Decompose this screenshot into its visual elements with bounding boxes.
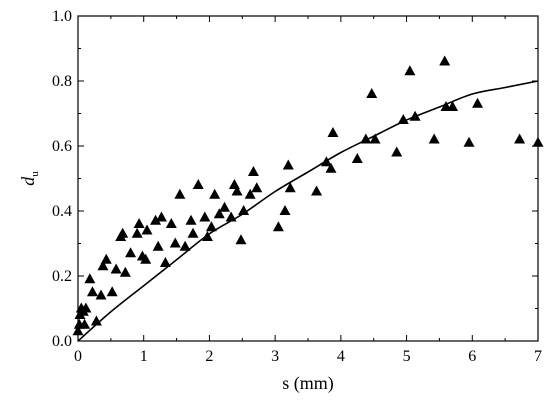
scatter-point [86, 286, 98, 297]
scatter-point [125, 247, 137, 258]
y-axis-label-subscript: u [29, 171, 41, 177]
scatter-point [327, 127, 339, 137]
scatter-point [95, 289, 107, 300]
scatter-point [244, 188, 256, 199]
scatter-point [251, 182, 263, 193]
scatter-point [187, 227, 199, 238]
scatter-point [79, 318, 91, 329]
x-tick-label: 7 [534, 348, 542, 365]
scatter-point [320, 156, 332, 167]
scatter-point [150, 214, 162, 225]
y-axis-label: du [18, 171, 41, 186]
scatter-point [235, 234, 247, 245]
scatter-point [219, 201, 231, 212]
scatter-point [179, 240, 191, 251]
scatter-point [225, 211, 237, 222]
scatter-point [119, 266, 131, 277]
scatter-point [174, 188, 186, 199]
scatter-point [97, 260, 109, 271]
scatter-point [272, 221, 284, 232]
scatter-point [90, 315, 102, 326]
scatter-point [165, 218, 177, 228]
scatter-point [110, 263, 122, 274]
x-tick-label: 5 [403, 348, 411, 365]
scatter-point [409, 110, 421, 121]
scatter-point [199, 211, 211, 222]
x-tick-labels: 0 1 2 3 4 5 6 7 [74, 348, 542, 365]
scatter-point [205, 221, 217, 232]
scatter-point [447, 101, 459, 111]
scatter-point [284, 182, 296, 193]
y-tick-label: 1.0 [52, 8, 72, 25]
scatter-point [366, 88, 378, 98]
plot-area [72, 15, 544, 342]
scatter-point [428, 133, 440, 144]
scatter-point [311, 185, 323, 196]
scatter-point [201, 231, 213, 241]
y-tick-label: 0.0 [52, 333, 72, 350]
scatter-point [325, 162, 337, 173]
x-tick-label: 2 [205, 348, 213, 365]
scatter-point [238, 205, 250, 215]
scatter-point [140, 253, 152, 264]
scatter-point [106, 286, 118, 297]
y-tick-label: 0.8 [52, 73, 72, 90]
scatter-point [192, 179, 204, 189]
scatter-point [169, 237, 181, 248]
scatter-point [131, 227, 143, 238]
x-tick-label: 1 [140, 348, 148, 365]
scatter-point [155, 211, 167, 222]
x-tick-label: 3 [271, 348, 279, 365]
scatter-markers [72, 55, 544, 336]
scatter-point [213, 208, 225, 219]
scatter-point [279, 205, 291, 215]
scatter-point [228, 179, 240, 189]
scatter-point [133, 218, 145, 228]
scatter-point [463, 136, 475, 147]
scatter-point [247, 166, 259, 176]
scatter-point [472, 97, 484, 108]
scatter-point [369, 133, 381, 144]
axis-ticks [77, 15, 539, 342]
scatter-point [185, 214, 197, 225]
scatter-point [514, 133, 526, 144]
scatter-point [231, 185, 243, 196]
y-tick-label: 0.4 [52, 203, 72, 220]
scatter-point [100, 253, 112, 264]
fit-curve [77, 80, 539, 342]
scatter-point [351, 153, 363, 163]
scatter-point [391, 146, 403, 157]
scatter-point [404, 65, 416, 76]
y-axis-label-main: d [18, 176, 38, 186]
y-tick-label: 0.2 [52, 268, 72, 285]
x-tick-label: 0 [74, 348, 82, 365]
scatter-point [360, 133, 372, 144]
scatter-point [209, 188, 221, 199]
x-tick-label: 6 [468, 348, 476, 365]
scatter-point [397, 114, 409, 124]
scatter-point [117, 227, 129, 238]
scatter-point [80, 302, 92, 313]
scatter-point [152, 240, 164, 251]
scatter-point [159, 257, 171, 267]
x-tick-label: 4 [337, 348, 345, 365]
x-axis-label: s (mm) [282, 373, 334, 394]
scatter-point [439, 55, 451, 66]
scatter-point [141, 224, 153, 235]
scatter-point [84, 273, 96, 284]
y-tick-labels: 0.0 0.2 0.4 0.6 0.8 1.0 [52, 8, 72, 350]
scatter-point [282, 159, 294, 170]
scatter-point [532, 136, 544, 147]
scatter-point [72, 325, 84, 336]
plot-frame [77, 15, 539, 342]
y-tick-label: 0.6 [52, 138, 72, 155]
